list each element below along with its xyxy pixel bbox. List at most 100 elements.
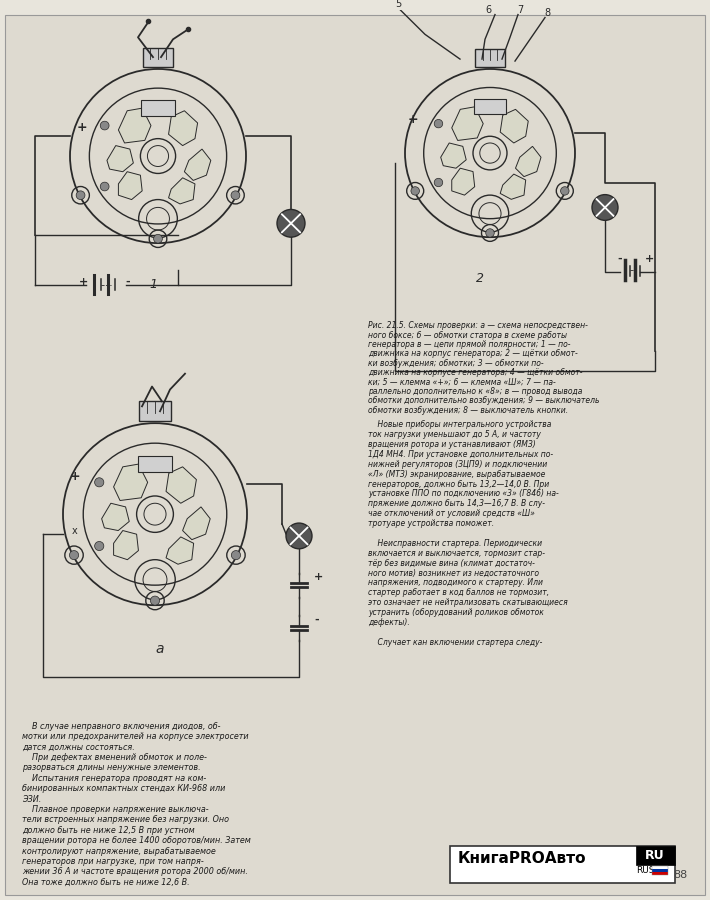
Text: Рис. 21.5. Схемы проверки: а — схема непосредствен-: Рис. 21.5. Схемы проверки: а — схема неп… [368, 321, 588, 330]
Text: +: + [80, 276, 89, 287]
Polygon shape [168, 111, 197, 146]
Text: Она тоже должно быть не ниже 12,6 В.: Она тоже должно быть не ниже 12,6 В. [22, 878, 190, 886]
Text: «Л» (МТЗ) экранирование, вырабатываемое: «Л» (МТЗ) экранирование, вырабатываемое [368, 470, 545, 479]
Text: Испытания генератора проводят на ком-: Испытания генератора проводят на ком- [22, 774, 206, 783]
Bar [139, 401, 171, 421]
Text: должно быть не ниже 12,5 В при устном: должно быть не ниже 12,5 В при устном [22, 826, 195, 835]
Bar [141, 100, 175, 116]
Circle shape [486, 229, 494, 238]
Circle shape [435, 178, 443, 186]
Text: В случае неправного включения диодов, об-: В случае неправного включения диодов, об… [22, 722, 221, 731]
Text: +: + [314, 572, 323, 582]
Text: ЭЗИ.: ЭЗИ. [22, 795, 41, 804]
Text: Новые приборы интегрального устройства: Новые приборы интегрального устройства [368, 420, 552, 429]
Bar [450, 846, 675, 883]
Text: включается и выключается, тормозит стар-: включается и выключается, тормозит стар- [368, 549, 545, 558]
Text: -: - [314, 615, 319, 625]
Polygon shape [107, 146, 133, 172]
Polygon shape [182, 507, 210, 540]
Circle shape [435, 120, 443, 128]
Text: 6: 6 [485, 4, 491, 14]
Text: Плавное проверки напряжение выключа-: Плавное проверки напряжение выключа- [22, 805, 209, 814]
Polygon shape [166, 467, 197, 503]
Text: -: - [617, 254, 622, 264]
Text: +: + [70, 470, 80, 482]
Text: обмотки дополнительно возбуждения; 9 — выключатель: обмотки дополнительно возбуждения; 9 — в… [368, 396, 599, 405]
Bar [652, 867, 668, 869]
Text: ки; 5 — клемма «+»; 6 — клемма «Ш»; 7 — па-: ки; 5 — клемма «+»; 6 — клемма «Ш»; 7 — … [368, 378, 556, 387]
Text: -: - [126, 276, 131, 287]
Text: мотки или предохранителей на корпусе электросети: мотки или предохранителей на корпусе эле… [22, 733, 248, 742]
Text: Неисправности стартера. Периодически: Неисправности стартера. Периодически [368, 539, 542, 548]
Text: ки возбуждения; обмотки; 3 — обмотки по-: ки возбуждения; обмотки; 3 — обмотки по- [368, 359, 544, 368]
Text: а: а [155, 642, 164, 656]
Polygon shape [501, 109, 528, 143]
Text: При дефектах вменений обмоток и поле-: При дефектах вменений обмоток и поле- [22, 753, 207, 762]
Polygon shape [452, 107, 484, 140]
Text: КнигаPROАвто: КнигаPROАвто [458, 850, 586, 866]
Text: контролируют напряжение, вырабатываемое: контролируют напряжение, вырабатываемое [22, 847, 216, 856]
Circle shape [76, 191, 85, 200]
Text: пряжение должно быть 14,3—16,7 В. В слу-: пряжение должно быть 14,3—16,7 В. В слу- [368, 500, 545, 508]
Circle shape [94, 542, 104, 551]
Circle shape [592, 194, 618, 220]
Polygon shape [515, 147, 541, 176]
Bar [652, 869, 668, 872]
Circle shape [153, 234, 163, 243]
Text: раллельно дополнительно к «8»; в — провод вывода: раллельно дополнительно к «8»; в — прово… [368, 387, 582, 396]
Text: 5: 5 [395, 0, 401, 9]
Text: дефекты).: дефекты). [368, 618, 410, 627]
Circle shape [277, 210, 305, 238]
Text: генераторов, должно быть 13,2—14,0 В. При: генераторов, должно быть 13,2—14,0 В. Пр… [368, 480, 550, 489]
Polygon shape [102, 503, 129, 531]
Text: ного боксе; б — обмотки статора в схеме работы: ного боксе; б — обмотки статора в схеме … [368, 330, 567, 339]
Text: тёр без видимые вина (климат достаточ-: тёр без видимые вина (климат достаточ- [368, 559, 535, 568]
Text: вращения ротора и устанавливают (ЯМЗ): вращения ротора и устанавливают (ЯМЗ) [368, 440, 536, 449]
Polygon shape [168, 178, 195, 204]
Text: ток нагрузки уменьшают до 5 А, и частоту: ток нагрузки уменьшают до 5 А, и частоту [368, 430, 541, 439]
Text: обмотки возбуждения; 8 — выключатель кнопки.: обмотки возбуждения; 8 — выключатель кно… [368, 406, 568, 415]
Text: разорваться длины ненужные элементов.: разорваться длины ненужные элементов. [22, 763, 201, 772]
Text: тротуаре устройства поможет.: тротуаре устройства поможет. [368, 519, 494, 528]
Bar [138, 456, 173, 472]
Polygon shape [441, 143, 466, 168]
Text: вращении ротора не более 1400 оборотов/мин. Затем: вращении ротора не более 1400 оборотов/м… [22, 836, 251, 845]
Circle shape [286, 523, 312, 549]
Text: стартер работает в код баллов не тормозит,: стартер работает в код баллов не тормози… [368, 589, 549, 598]
Text: бинированных компактных стендах КИ-968 или: бинированных компактных стендах КИ-968 и… [22, 784, 225, 793]
Text: движника на корпусе генератора; 4 — щётки обмот-: движника на корпусе генератора; 4 — щётк… [368, 368, 582, 377]
Bar [474, 99, 506, 114]
Text: датся должны состояться.: датся должны состояться. [22, 742, 135, 752]
Text: чае отключений от условий средств «Ш»: чае отключений от условий средств «Ш» [368, 509, 535, 518]
Circle shape [411, 186, 420, 195]
Text: 8: 8 [544, 7, 550, 18]
Circle shape [94, 478, 104, 487]
Circle shape [151, 596, 160, 605]
Polygon shape [185, 149, 211, 180]
Bar [475, 49, 505, 68]
Circle shape [70, 551, 79, 560]
Polygon shape [114, 531, 138, 560]
Text: +: + [408, 113, 418, 126]
Circle shape [231, 551, 241, 560]
Text: +: + [645, 254, 654, 264]
Text: напряжения, подводимого к стартеру. Или: напряжения, подводимого к стартеру. Или [368, 579, 543, 588]
Text: 7: 7 [517, 4, 523, 14]
Polygon shape [166, 537, 194, 564]
Text: установке ППО по подключению «3» (Г846) на-: установке ППО по подключению «3» (Г846) … [368, 490, 559, 499]
Text: это означает не нейтрализовать скатывающиеся: это означает не нейтрализовать скатывающ… [368, 598, 568, 608]
Circle shape [561, 186, 569, 195]
Circle shape [100, 122, 109, 130]
Text: тели встроенных напряжение без нагрузки. Оно: тели встроенных напряжение без нагрузки.… [22, 815, 229, 824]
Text: 88: 88 [673, 870, 687, 880]
Text: ного мотив) возникнет из недостаточного: ного мотив) возникнет из недостаточного [368, 569, 539, 578]
Text: RUS: RUS [636, 867, 655, 876]
Bar [636, 846, 675, 866]
Circle shape [100, 182, 109, 191]
Text: жении 36 А и частоте вращения ротора 2000 об/мин.: жении 36 А и частоте вращения ротора 200… [22, 868, 248, 877]
Text: генератора в — цепи прямой полярности; 1 — по-: генератора в — цепи прямой полярности; 1… [368, 340, 571, 349]
Polygon shape [452, 168, 475, 195]
Text: 2: 2 [476, 272, 484, 284]
Text: нижней регуляторов (ЗЦП9) и подключении: нижней регуляторов (ЗЦП9) и подключении [368, 460, 547, 469]
Bar [652, 867, 668, 876]
